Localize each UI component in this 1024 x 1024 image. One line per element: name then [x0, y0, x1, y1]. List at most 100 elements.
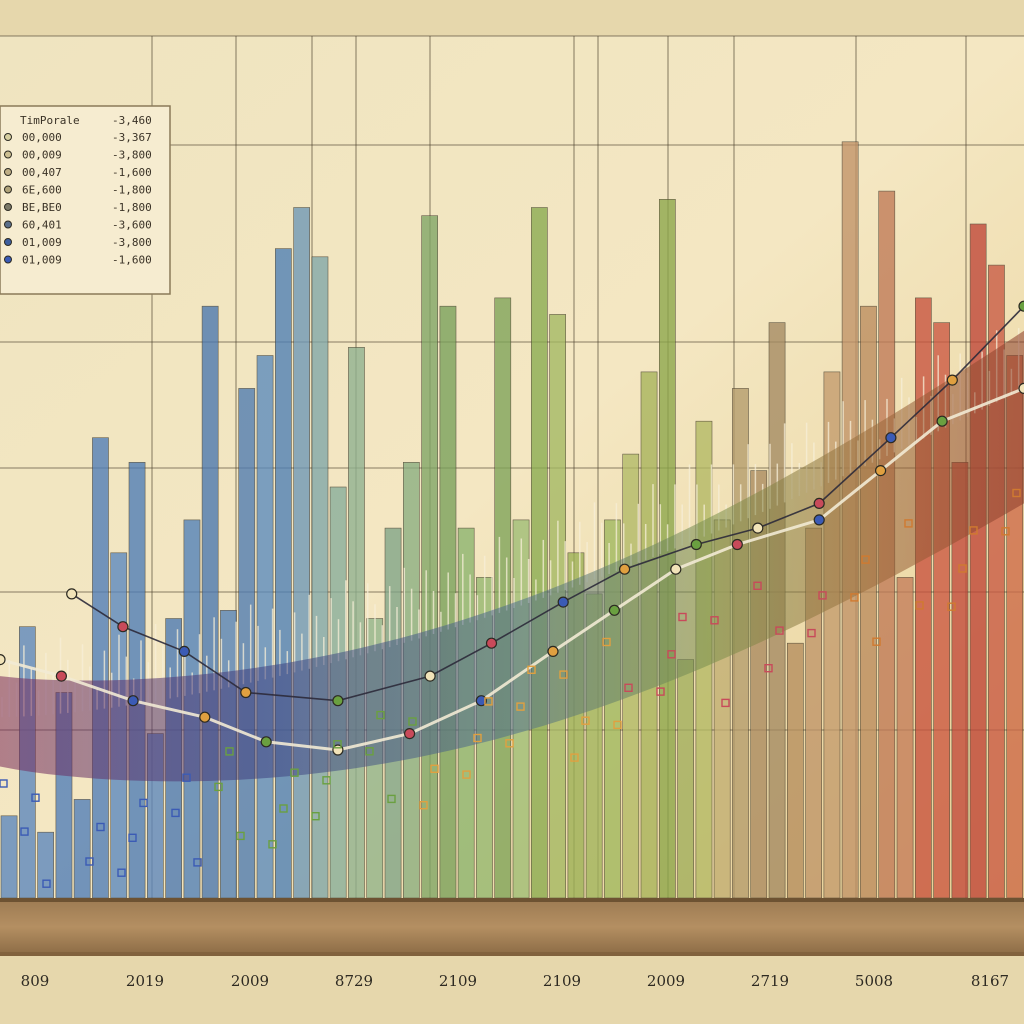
- scatter-point-28: [667, 650, 676, 659]
- scatter-point-18: [721, 698, 730, 708]
- scatter-point-41: [904, 519, 913, 528]
- x-tick-label-0: 809: [21, 972, 50, 990]
- line-point-1-3: [199, 711, 211, 723]
- legend-title: TimPorale: [20, 114, 80, 127]
- scatter-point-44: [171, 808, 180, 818]
- legend-title-value: -3,460: [112, 114, 152, 127]
- x-tick-label-7: 2719: [751, 972, 789, 990]
- legend-label-7: 01,009: [22, 254, 62, 267]
- line-point-1-7: [475, 695, 487, 707]
- scatter-point-21: [1012, 488, 1021, 498]
- legend-label-1: 00,009: [22, 149, 62, 162]
- scatter-point-24: [279, 804, 288, 813]
- x-tick-label-8: 5008: [855, 972, 893, 990]
- scatter-point-19: [818, 591, 827, 600]
- x-tick-label-4: 2109: [439, 972, 477, 990]
- line-point-1-4: [260, 736, 272, 748]
- line-point-0-5: [424, 670, 436, 682]
- line-point-1-11: [731, 538, 743, 551]
- frame-shadow: [0, 952, 1024, 956]
- line-point-0-1: [117, 621, 129, 633]
- wooden-frame-edge: [0, 898, 1024, 902]
- scatter-point-15: [430, 764, 439, 773]
- bar-15: [274, 248, 292, 899]
- legend-marker-2: [4, 168, 12, 176]
- scatter-point-58: [505, 739, 514, 748]
- legend-label-3: 6E,600: [22, 184, 62, 197]
- scatter-point-31: [958, 564, 967, 573]
- line-point-1-14: [936, 415, 948, 427]
- legend-value-3: -1,800: [112, 184, 152, 197]
- line-point-0-4: [332, 695, 344, 707]
- scatter-point-42: [1001, 527, 1010, 536]
- scatter-point-13: [236, 831, 245, 841]
- legend-label-4: BE,BE0: [22, 201, 62, 214]
- line-point-0-12: [885, 432, 897, 444]
- bar-5: [92, 437, 109, 899]
- legend-label-5: 60,401: [22, 219, 62, 232]
- scatter-point-51: [850, 593, 859, 602]
- bar-47: [860, 305, 877, 899]
- legend-value-7: -1,600: [112, 254, 152, 267]
- legend-label-6: 01,009: [22, 236, 62, 249]
- scatter-point-49: [656, 687, 665, 696]
- legend-label-2: 00,407: [22, 166, 62, 179]
- line-point-0-13: [946, 374, 958, 386]
- x-tick-label-6: 2009: [647, 972, 685, 990]
- legend-marker-7: [4, 255, 12, 264]
- scatter-point-55: [214, 782, 223, 792]
- scatter-point-12: [139, 798, 148, 808]
- scatter-point-20: [915, 601, 924, 610]
- line-point-1-8: [547, 645, 559, 658]
- scatter-point-4: [387, 794, 396, 804]
- scatter-point-29: [764, 664, 773, 673]
- legend-value-1: -3,800: [112, 149, 152, 162]
- legend-marker-4: [4, 203, 12, 211]
- scatter-point-8: [775, 626, 784, 635]
- scatter-point-2: [193, 858, 202, 867]
- scatter-point-53: [20, 827, 29, 836]
- bar-29: [530, 207, 548, 899]
- density-band-fill: [0, 330, 1024, 782]
- bar-13: [238, 388, 256, 899]
- scatter-point-45: [268, 840, 277, 849]
- x-tick-label-9: 8167: [971, 972, 1009, 990]
- scatter-point-50: [753, 581, 762, 590]
- legend-box: [0, 105, 171, 295]
- scatter-point-6: [581, 716, 590, 725]
- line-point-1-15: [1018, 382, 1024, 394]
- legend-value-2: -1,600: [112, 166, 152, 179]
- scatter-point-48: [559, 670, 568, 679]
- line-point-1-12: [813, 514, 825, 526]
- scatter-point-59: [602, 637, 611, 647]
- scatter-point-56: [311, 812, 320, 821]
- scatter-point-1: [96, 822, 105, 832]
- bar-53: [969, 223, 987, 899]
- scatter-point-17: [624, 683, 633, 692]
- scatter-point-46: [365, 747, 374, 756]
- line-point-0-0: [66, 588, 78, 600]
- line-point-0-10: [752, 522, 764, 534]
- bar-11: [201, 305, 219, 899]
- x-tick-label-2: 2009: [231, 972, 269, 990]
- x-tick-label-1: 2019: [126, 972, 164, 990]
- x-tick-label-3: 8729: [335, 972, 373, 990]
- scatter-point-26: [473, 733, 482, 743]
- line-point-1-2: [127, 695, 139, 707]
- scatter-point-40: [807, 628, 816, 638]
- scatter-point-54: [117, 868, 126, 877]
- scatter-point-38: [613, 720, 622, 730]
- legend-marker-6: [4, 238, 12, 246]
- legend-marker-3: [4, 185, 12, 194]
- line-point-0-3: [240, 686, 252, 699]
- scatter-point-7: [678, 612, 687, 622]
- scatter-group: [0, 488, 1021, 888]
- scatter-point-47: [462, 770, 471, 779]
- x-axis: 809 2019 2009 8729 2109 2109 2009 2719 5008 8167: [21, 972, 1009, 990]
- bar-49: [896, 577, 914, 899]
- legend-value-6: -3,800: [112, 236, 152, 249]
- legend-value-4: -1,800: [112, 201, 152, 214]
- legend-value-5: -3,600: [112, 219, 152, 232]
- scatter-point-39: [710, 616, 719, 625]
